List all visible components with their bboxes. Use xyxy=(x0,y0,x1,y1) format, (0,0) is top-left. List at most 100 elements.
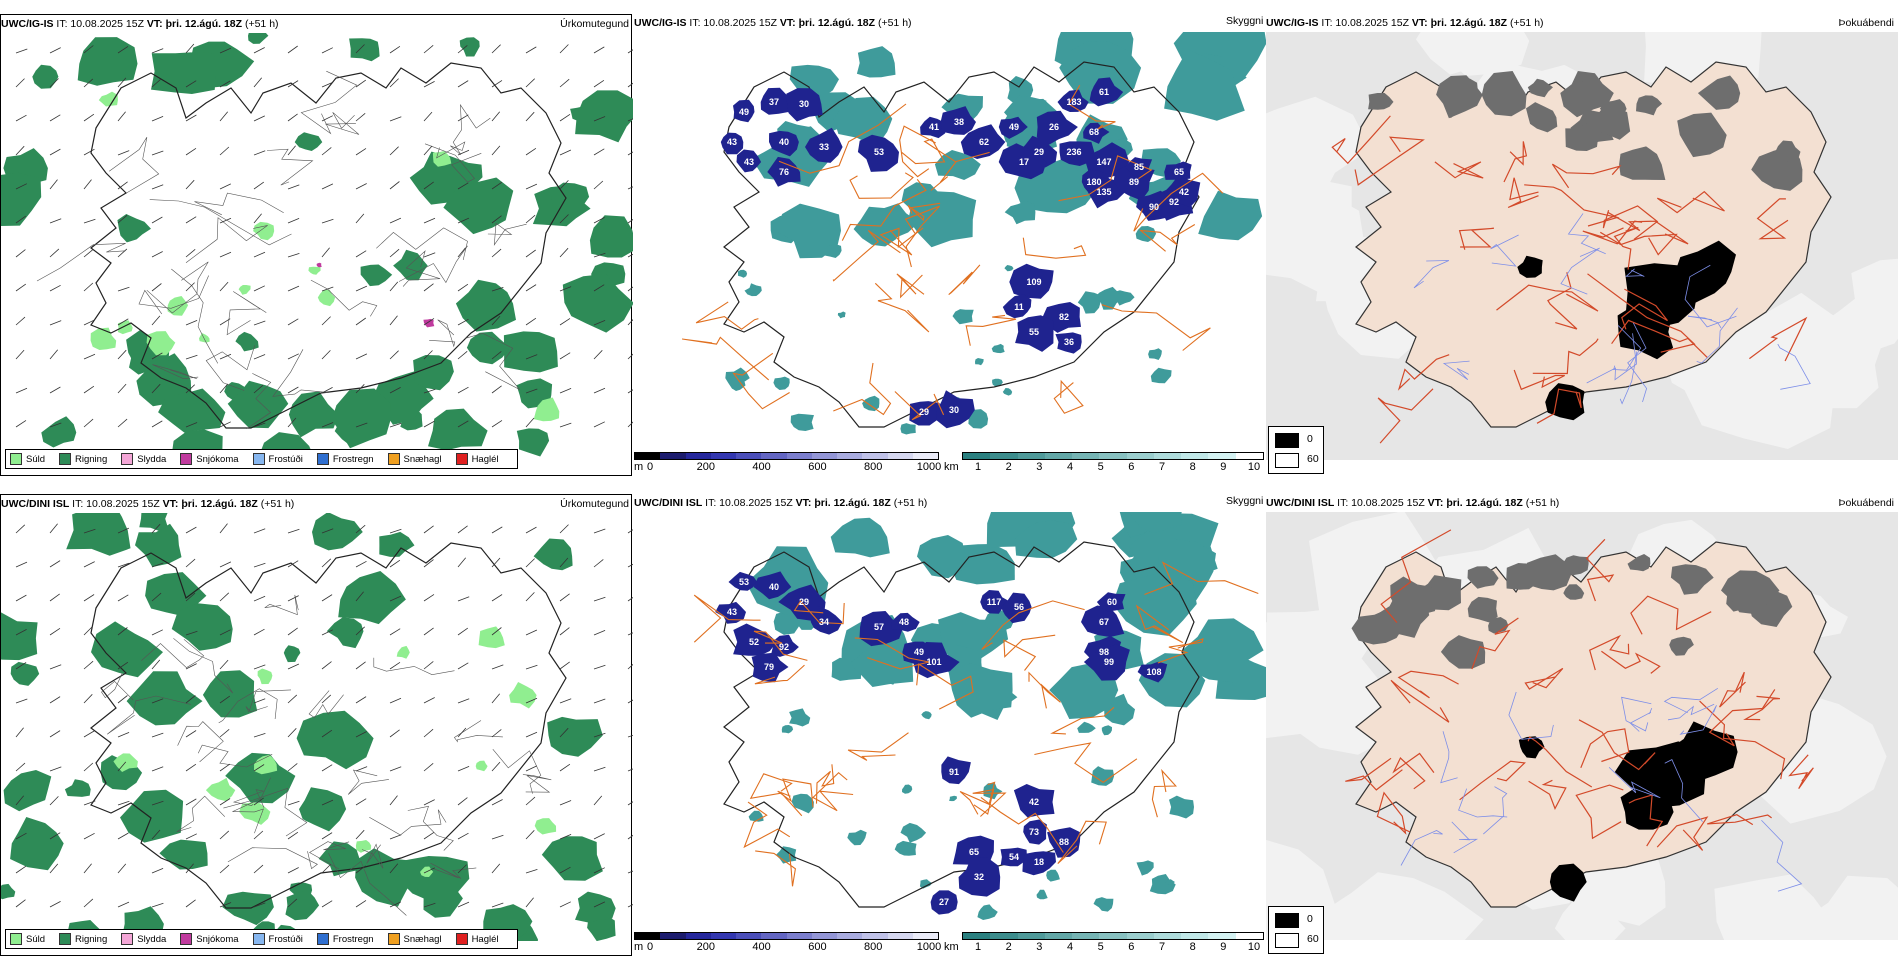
river-line xyxy=(1608,767,1661,799)
road-line xyxy=(1599,231,1678,256)
drizzle-area xyxy=(199,333,210,343)
wind-barb xyxy=(253,797,264,806)
road-line xyxy=(1513,369,1565,391)
road-line xyxy=(436,141,466,159)
colorbar-strip xyxy=(634,932,939,940)
road-line xyxy=(369,809,447,836)
river-line xyxy=(1696,307,1738,364)
cloud-base-value: 109 xyxy=(1026,277,1041,287)
river-line xyxy=(1613,325,1642,371)
wind-barb xyxy=(49,114,61,122)
road-line xyxy=(328,853,407,916)
snow-area xyxy=(316,262,322,268)
low-visibility-area xyxy=(894,840,917,856)
wind-barb xyxy=(253,562,266,568)
wind-barb xyxy=(15,215,27,224)
wind-barb xyxy=(321,286,334,292)
cloud-base-value: 37 xyxy=(769,97,779,107)
fog-index-map-row2: UWC/DINI ISL IT: 10.08.2025 15Z VT: þri.… xyxy=(1266,494,1898,956)
terrain-shade xyxy=(1527,78,1553,98)
wind-barb xyxy=(321,661,332,670)
colorbar-strip xyxy=(962,452,1264,460)
colorbar-step xyxy=(1208,933,1236,939)
wind-barb xyxy=(219,80,231,88)
wind-barb xyxy=(355,250,367,258)
snow-area xyxy=(423,318,435,328)
cloud-base-value: 60 xyxy=(1107,597,1117,607)
valid-time: VT: þri. 12.ágú. 18Z xyxy=(1411,17,1508,29)
cloud-base-area xyxy=(751,652,789,683)
river-line xyxy=(1687,315,1722,329)
wind-barb xyxy=(627,529,633,534)
wind-barb xyxy=(559,866,571,874)
cloud-base-value: 183 xyxy=(1066,97,1081,107)
low-visibility-area xyxy=(773,376,790,390)
wind-barb xyxy=(559,901,571,908)
wind-barb xyxy=(559,834,572,840)
legend-swatch xyxy=(1275,933,1299,948)
drizzle-area xyxy=(90,327,117,350)
cloud-base-area xyxy=(859,611,904,647)
rain-area xyxy=(360,264,393,287)
road-line xyxy=(693,594,761,643)
cloud-base-value: 82 xyxy=(1059,312,1069,322)
legend-item: Haglél xyxy=(455,933,499,945)
colorbar-step xyxy=(1044,933,1073,939)
river-line xyxy=(1458,788,1508,818)
road-line xyxy=(1743,695,1780,721)
panel-header: UWC/DINI ISL IT: 10.08.2025 15Z VT: þri.… xyxy=(634,497,1266,511)
wind-barb xyxy=(559,44,569,54)
low-visibility-area xyxy=(737,269,748,278)
wind-barb xyxy=(355,148,367,156)
low-visibility-area xyxy=(1135,226,1157,242)
road-line xyxy=(980,796,1064,853)
fog-shade xyxy=(1310,872,1484,940)
road-line xyxy=(300,70,358,135)
road-line xyxy=(1708,689,1776,747)
drizzle-area xyxy=(113,753,138,772)
colorbar-unit: km xyxy=(944,461,959,473)
colorbar-tick: 9 xyxy=(1220,941,1227,953)
cloud-base-value: 41 xyxy=(929,122,939,132)
rain-area xyxy=(32,64,59,89)
cloud-base-value: 11 xyxy=(1014,302,1024,312)
model-name: UWC/IG-IS xyxy=(1266,17,1319,29)
wind-barb xyxy=(559,113,571,122)
river-line xyxy=(1483,786,1508,835)
road-line xyxy=(152,364,199,380)
road-line xyxy=(149,199,292,246)
road-line xyxy=(218,688,278,724)
wind-barb xyxy=(287,45,298,54)
init-time: IT: 10.08.2025 15Z xyxy=(72,498,160,510)
cloud-base-value: 33 xyxy=(819,142,829,152)
wind-barb xyxy=(389,350,399,360)
wind-barb xyxy=(49,664,62,670)
road-line xyxy=(1003,634,1056,671)
terrain-shade xyxy=(1669,636,1694,656)
colorbar-step xyxy=(963,453,991,459)
wind-barb xyxy=(287,318,299,326)
rain-area xyxy=(288,391,339,438)
cloud-base-value: 53 xyxy=(874,147,884,157)
wind-barb xyxy=(389,387,401,394)
wind-barb xyxy=(185,282,195,292)
wind-barb xyxy=(321,864,331,874)
wind-barb xyxy=(321,729,333,738)
precip-type-map-row1: UWC/IG-IS IT: 10.08.2025 15Z VT: þri. 12… xyxy=(0,14,633,476)
wind-barb xyxy=(457,698,470,704)
cloud-base-value: 53 xyxy=(739,577,749,587)
drizzle-area xyxy=(254,754,278,775)
legend-label: Slydda xyxy=(137,453,167,465)
precip-map-canvas xyxy=(1,33,633,461)
visibility-map-canvas: 49 37 30 43 40 33 43 76 53 41 38 62 49 29 17 183 61 26 68 2… xyxy=(682,32,1266,435)
rain-area xyxy=(283,645,301,663)
road-line xyxy=(1068,84,1116,130)
wind-barb xyxy=(117,901,130,908)
wind-barb xyxy=(185,763,197,772)
colorbar-step xyxy=(1099,933,1127,939)
wind-barb xyxy=(15,78,25,88)
cloud-base-value: 98 xyxy=(1099,647,1109,657)
wind-barb xyxy=(423,252,436,258)
wind-barb xyxy=(389,146,399,156)
cloud-base-area xyxy=(736,149,762,173)
